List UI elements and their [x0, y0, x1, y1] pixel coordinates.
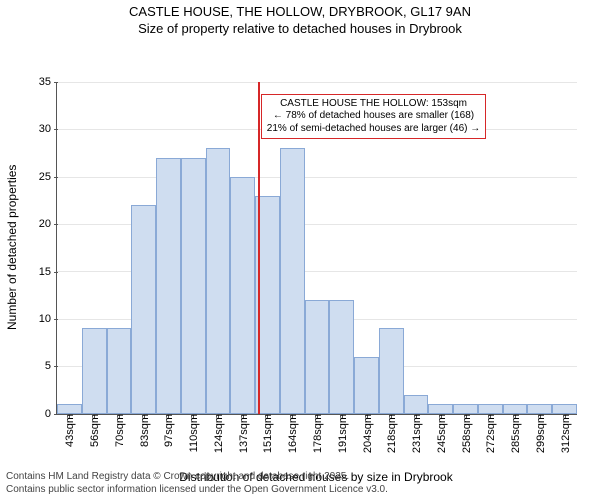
x-tick-label: 299sqm: [533, 414, 547, 453]
y-tick-label: 20: [39, 218, 57, 230]
x-tick-label: 178sqm: [310, 414, 324, 453]
x-tick-label: 43sqm: [62, 414, 76, 447]
histogram-bar: [305, 300, 330, 414]
histogram-bar: [131, 205, 156, 414]
property-callout: CASTLE HOUSE THE HOLLOW: 153sqm← 78% of …: [261, 94, 486, 140]
chart-title: CASTLE HOUSE, THE HOLLOW, DRYBROOK, GL17…: [0, 0, 600, 38]
x-tick-label: 164sqm: [285, 414, 299, 453]
histogram-bar: [428, 404, 453, 413]
x-tick-label: 191sqm: [335, 414, 349, 453]
histogram-bar: [404, 395, 429, 414]
histogram-bar: [82, 328, 107, 413]
histogram-bar: [181, 158, 206, 414]
title-line-1: CASTLE HOUSE, THE HOLLOW, DRYBROOK, GL17…: [0, 4, 600, 21]
histogram-bar: [329, 300, 354, 414]
histogram-bar: [280, 148, 305, 414]
x-tick-label: 231sqm: [409, 414, 423, 453]
property-marker-line: [258, 82, 260, 414]
y-tick-label: 15: [39, 266, 57, 278]
x-tick-label: 218sqm: [384, 414, 398, 453]
y-tick-label: 10: [39, 313, 57, 325]
x-tick-label: 83sqm: [137, 414, 151, 447]
y-tick-label: 0: [45, 408, 57, 420]
x-tick-label: 97sqm: [161, 414, 175, 447]
callout-line: CASTLE HOUSE THE HOLLOW: 153sqm: [267, 98, 480, 111]
y-tick-label: 35: [39, 76, 57, 88]
histogram-bar: [206, 148, 231, 414]
title-line-2: Size of property relative to detached ho…: [0, 21, 600, 38]
histogram-bar: [379, 328, 404, 413]
histogram-bar: [503, 404, 528, 413]
histogram-bar: [478, 404, 503, 413]
y-tick-label: 25: [39, 171, 57, 183]
histogram-bar: [57, 404, 82, 413]
x-tick-label: 204sqm: [360, 414, 374, 453]
x-tick-label: 124sqm: [211, 414, 225, 453]
x-tick-label: 151sqm: [260, 414, 274, 453]
x-tick-label: 285sqm: [508, 414, 522, 453]
attribution-line-1: Contains HM Land Registry data © Crown c…: [6, 471, 388, 484]
callout-line: ← 78% of detached houses are smaller (16…: [267, 110, 480, 123]
y-axis-label: Number of detached properties: [5, 165, 19, 330]
histogram-bar: [230, 177, 255, 414]
callout-line: 21% of semi-detached houses are larger (…: [267, 123, 480, 136]
y-gridline: [57, 82, 577, 83]
y-tick-label: 30: [39, 123, 57, 135]
y-tick-label: 5: [45, 360, 57, 372]
x-tick-label: 245sqm: [434, 414, 448, 453]
x-tick-label: 70sqm: [112, 414, 126, 447]
histogram-bar: [552, 404, 577, 413]
x-tick-label: 110sqm: [186, 414, 200, 452]
histogram-bar: [527, 404, 552, 413]
histogram-bar: [453, 404, 478, 413]
plot-area: 0510152025303543sqm56sqm70sqm83sqm97sqm1…: [56, 82, 577, 415]
x-tick-label: 312sqm: [558, 414, 572, 453]
x-tick-label: 258sqm: [459, 414, 473, 453]
attribution-text: Contains HM Land Registry data © Crown c…: [0, 467, 394, 500]
y-gridline: [57, 177, 577, 178]
histogram-chart: 0 5 10 15 20 25 30 35 43sqm 56sqm 70sqm 83sqm 97sqm 1…: [0, 38, 600, 500]
histogram-bar: [156, 158, 181, 414]
x-tick-label: 137sqm: [236, 414, 250, 453]
x-tick-label: 56sqm: [87, 414, 101, 447]
x-tick-label: 272sqm: [483, 414, 497, 453]
histogram-bar: [107, 328, 132, 413]
histogram-bar: [354, 357, 379, 414]
attribution-line-2: Contains public sector information licen…: [6, 484, 388, 497]
